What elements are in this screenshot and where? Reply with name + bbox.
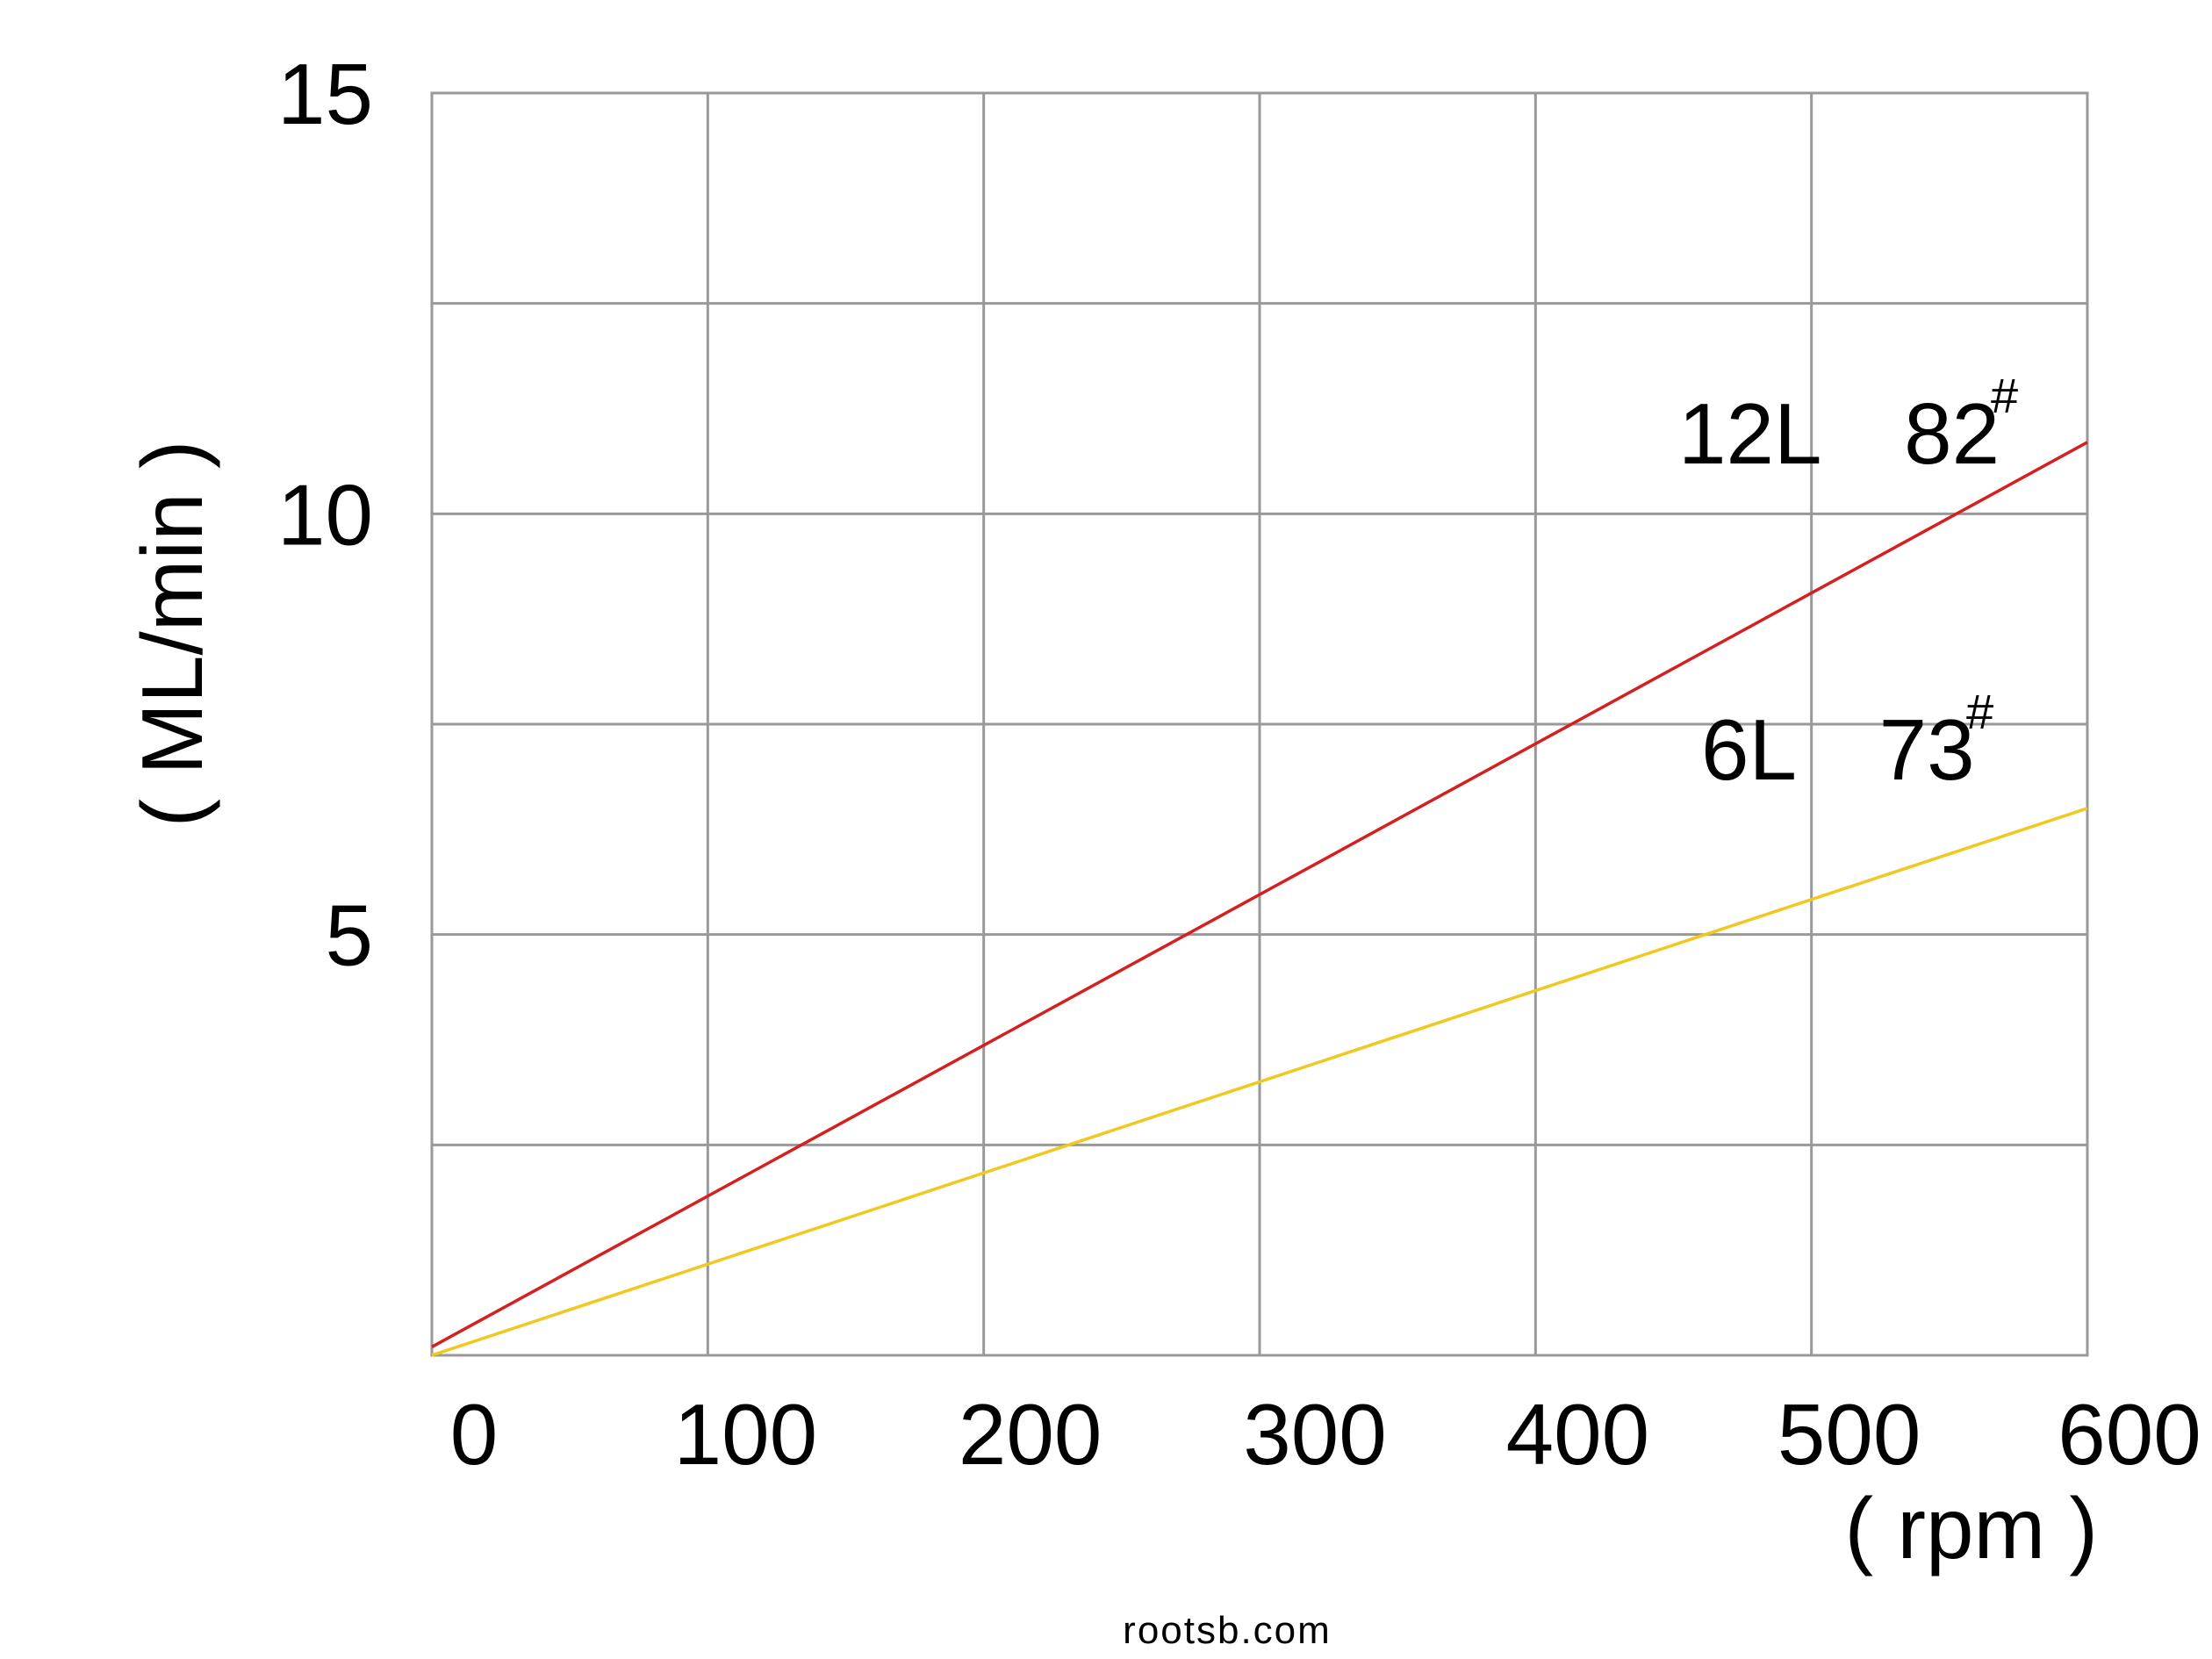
x-tick-label: 0 (450, 1386, 499, 1483)
x-axis-unit: ( rpm ) (1845, 1480, 2099, 1576)
svg-text:12L 82: 12L 82 (1678, 385, 2000, 482)
grid (430, 91, 2089, 1357)
x-tick-label: 100 (674, 1386, 818, 1483)
x-tick-label: 400 (1506, 1386, 1650, 1483)
series-line-12l (431, 441, 2088, 1348)
x-tick-label: 600 (2058, 1386, 2201, 1483)
x-tick-label: 500 (1778, 1386, 1921, 1483)
series-name: 12L (1678, 385, 1820, 482)
series-name: 6L (1701, 701, 1795, 798)
series-line-6l (431, 807, 2088, 1357)
y-tick-labels: 5 10 15 (277, 46, 373, 984)
x-tick-labels: 0 100 200 300 400 500 600 (450, 1386, 2201, 1483)
series-label-6l: 6L 73 # (1701, 684, 1993, 798)
y-axis-unit: ( ML/min ) (124, 441, 220, 828)
svg-text:6L 73: 6L 73 (1701, 701, 1975, 798)
x-tick-label: 200 (959, 1386, 1102, 1483)
series-lines (431, 441, 2088, 1357)
y-tick-label: 15 (277, 46, 373, 142)
series-model: 82 (1904, 385, 2000, 482)
series-label-12l: 12L 82 # (1678, 368, 2018, 482)
series-mark: # (1966, 684, 1993, 739)
series-mark: # (1991, 368, 2018, 423)
y-tick-label: 5 (325, 887, 373, 984)
x-tick-label: 300 (1243, 1386, 1387, 1483)
series-model: 73 (1879, 701, 1975, 798)
y-tick-label: 10 (277, 466, 373, 563)
watermark: rootsb.com (1123, 1609, 1332, 1652)
